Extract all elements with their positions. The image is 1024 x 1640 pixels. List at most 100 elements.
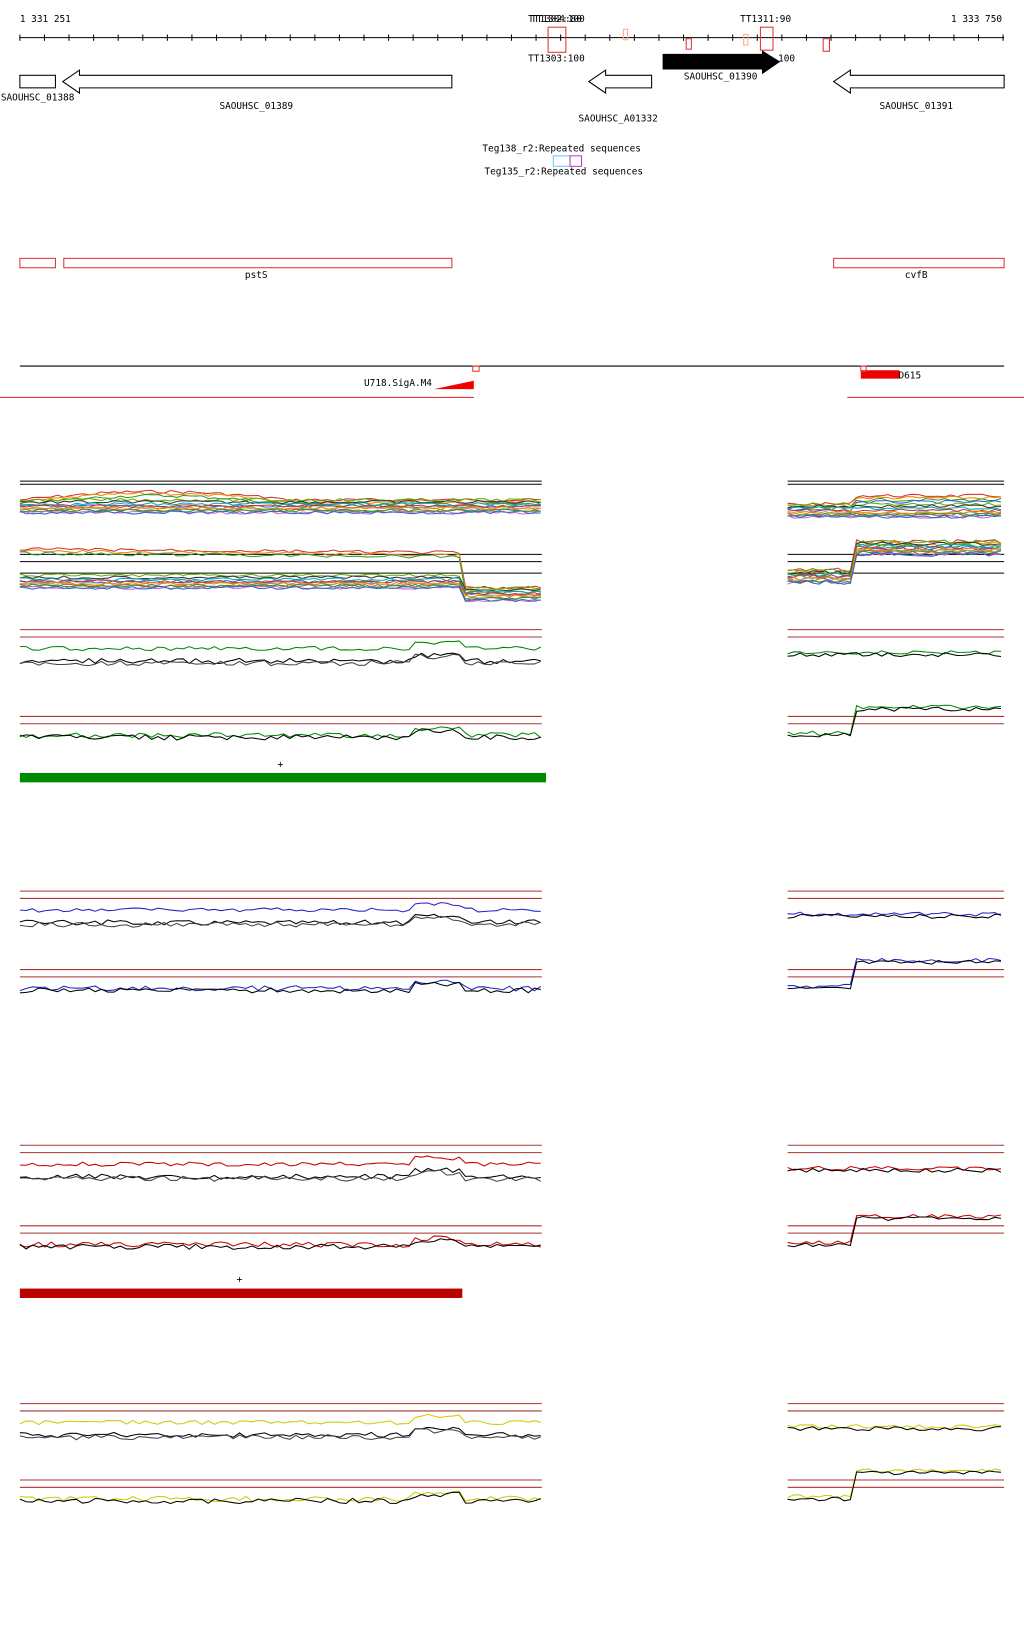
expression-tracks [19, 480, 1005, 1505]
terminator [622, 28, 629, 41]
signal-trace [787, 1468, 1002, 1500]
signal-trace [19, 497, 541, 503]
signal-trace [787, 541, 1002, 575]
signal-trace [19, 726, 542, 739]
signal-trace [19, 551, 541, 594]
signal-trace [19, 510, 541, 515]
repeat [552, 155, 571, 167]
signal-trace [19, 981, 541, 994]
promoter [434, 380, 474, 390]
signal-trace [787, 652, 1002, 658]
terminator-label: TT1311:90 [740, 14, 791, 25]
signal-trace [19, 979, 542, 992]
signal-trace [787, 543, 1002, 577]
terminator [685, 38, 692, 50]
gene-label: SAOUHSC_01388 [1, 92, 75, 103]
signal-trace [787, 493, 1001, 507]
terminator-label: TT1303:100 [528, 54, 585, 65]
signal-trace [787, 957, 1002, 989]
signal-trace [787, 1470, 1002, 1502]
signal-trace [787, 506, 1002, 511]
signal-trace [787, 706, 1002, 738]
signal-trace [19, 508, 541, 513]
genes [19, 50, 1005, 95]
signal-trace [787, 1215, 1002, 1248]
terminator [547, 26, 567, 53]
promoter [860, 370, 900, 379]
signal-trace [19, 1428, 541, 1441]
signal-trace [19, 499, 541, 505]
signal-trace [787, 704, 1002, 736]
gene-arrow [61, 69, 453, 95]
operon [63, 257, 453, 269]
operon-label: pstS [245, 270, 268, 281]
signal-trace [19, 506, 541, 511]
signal-trace [19, 510, 541, 515]
signal-trace [19, 913, 541, 926]
gene-label: SAOUHSC_01390 [684, 71, 758, 82]
terminator-label: TT1304:80 [531, 14, 582, 25]
gene-label: SAOUHSC_A01332 [579, 113, 658, 124]
signal-trace [787, 514, 1002, 519]
operon [19, 257, 56, 269]
gene-label: SAOUHSC_01389 [219, 101, 293, 112]
signal-trace [19, 728, 541, 741]
promoter-label: U718.SigA.M4 [364, 378, 432, 389]
signal-trace [19, 489, 541, 502]
signal-trace [787, 502, 1002, 507]
repeat [569, 155, 583, 167]
signal-trace [787, 959, 1002, 990]
signal-trace [787, 514, 1002, 519]
signal-trace [787, 650, 1002, 655]
signal-trace [19, 915, 541, 928]
terminator [822, 38, 830, 52]
strand-mark: + [237, 1274, 243, 1285]
terminator-label: TT1302:100 [528, 14, 585, 25]
signal-trace [19, 547, 541, 590]
signal-trace [787, 497, 1002, 510]
signal-trace [19, 1426, 541, 1439]
strand-bar [19, 772, 546, 783]
ruler-end: 1 333 750 [951, 14, 1002, 25]
signal-trace [19, 902, 541, 913]
signal-trace [787, 911, 1002, 917]
signal-trace [787, 504, 1002, 509]
signal-trace [19, 1491, 541, 1505]
terminator-label: 100 [778, 54, 795, 65]
signal-trace [19, 585, 541, 603]
signal-trace [19, 583, 541, 600]
signal-trace [787, 549, 1002, 584]
gene-arrow [832, 69, 1005, 95]
promoter-label: D615 [898, 371, 921, 382]
terminator [743, 33, 749, 46]
repeat-label: Teg135_r2:Repeated sequences [484, 167, 643, 178]
signal-trace [787, 913, 1002, 919]
ruler-start: 1 331 251 [20, 14, 71, 25]
signal-trace [19, 1413, 541, 1426]
signal-trace [19, 640, 541, 652]
signal-trace [787, 1167, 1002, 1173]
signal-trace [19, 1169, 541, 1182]
signal-trace [19, 502, 541, 507]
operons [19, 257, 1005, 269]
signal-trace [787, 551, 1002, 585]
signal-trace [787, 508, 1002, 513]
signal-trace [19, 579, 541, 596]
signal-trace [787, 539, 1002, 573]
gene-label: SAOUHSC_01391 [879, 101, 953, 112]
gene [19, 74, 56, 89]
signal-trace [19, 585, 541, 603]
terminators [547, 26, 830, 53]
signal-trace [19, 1490, 541, 1502]
operon [833, 257, 1005, 269]
signal-trace [19, 1155, 541, 1167]
signal-trace [787, 1426, 1002, 1432]
gene-arrow [662, 50, 781, 75]
signal-trace [787, 547, 1002, 581]
signal-trace [19, 581, 541, 599]
gene-arrow [587, 69, 653, 95]
signal-trace [19, 573, 541, 590]
signal-trace [19, 1167, 541, 1180]
operon-label: cvfB [905, 270, 928, 281]
